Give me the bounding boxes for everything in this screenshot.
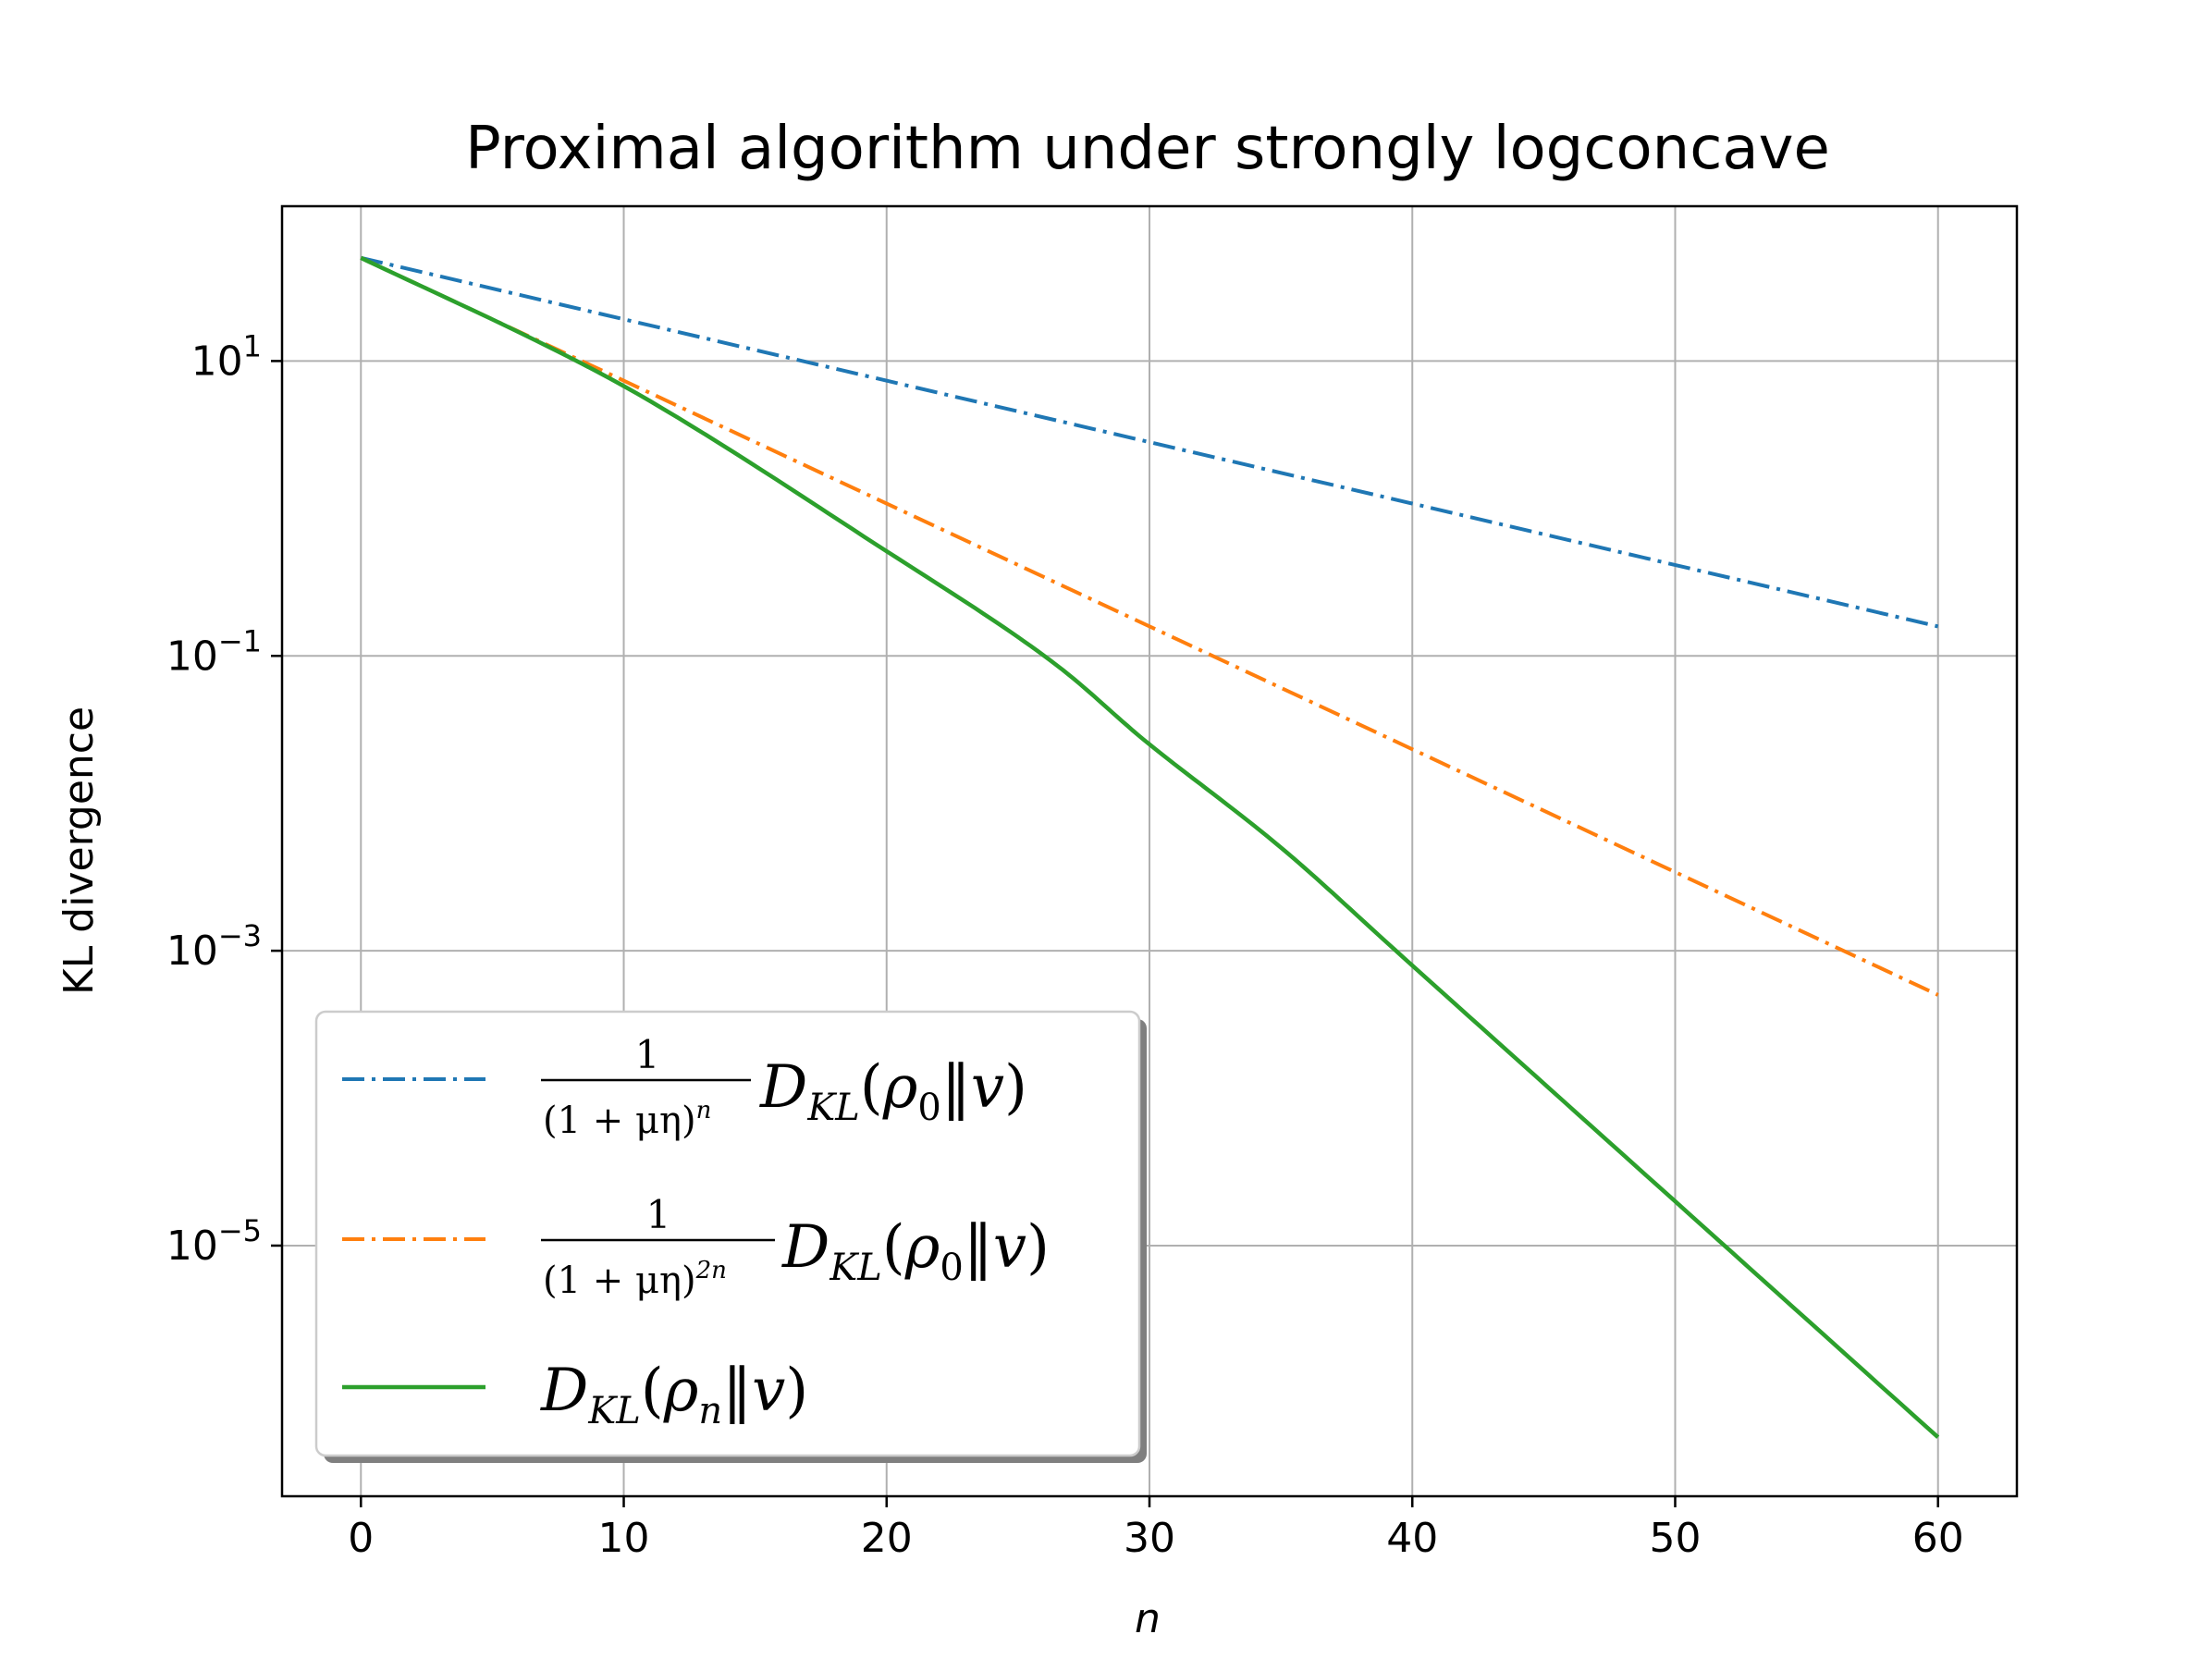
- svg-text:1: 1: [635, 1032, 660, 1077]
- y-tick-label: 101: [191, 328, 262, 385]
- x-tick-label: 60: [1912, 1515, 1964, 1562]
- legend-label-blue: 1 (1 + μη)n DKL(ρ0‖v): [541, 1032, 1027, 1142]
- svg-text:(1 + μη)2n: (1 + μη)2n: [543, 1257, 727, 1302]
- x-tick-label: 0: [348, 1515, 374, 1562]
- y-tick-label: 10−1: [166, 623, 262, 680]
- y-tick-label: 10−5: [166, 1213, 262, 1270]
- chart-title: Proximal algorithm under strongly logcon…: [465, 115, 1830, 183]
- svg-text:DKL(ρ0‖v): DKL(ρ0‖v): [781, 1213, 1050, 1289]
- series-line-green: [360, 255, 1940, 1439]
- series-line-orange: [360, 255, 1939, 997]
- svg-text:DKL(ρn‖v): DKL(ρn‖v): [540, 1357, 808, 1432]
- svg-text:1: 1: [646, 1192, 671, 1237]
- legend-box: [314, 1010, 1141, 1457]
- x-tick-label: 40: [1386, 1515, 1438, 1562]
- series-line-blue: [360, 255, 1939, 629]
- series-group: [360, 255, 1940, 1439]
- legend-label-orange: 1 (1 + μη)2n DKL(ρ0‖v): [541, 1192, 1050, 1302]
- x-tick-label: 30: [1124, 1515, 1175, 1562]
- svg-text:(1 + μη)n: (1 + μη)n: [543, 1097, 711, 1142]
- x-tick-label: 10: [598, 1515, 650, 1562]
- x-axis-label: n: [1135, 1595, 1161, 1642]
- svg-text:DKL(ρ0‖v): DKL(ρ0‖v): [759, 1053, 1027, 1129]
- y-axis-label: KL divergence: [55, 707, 103, 995]
- legend-label-green: DKL(ρn‖v): [540, 1357, 808, 1432]
- x-tick-label: 50: [1649, 1515, 1701, 1562]
- ticks: 0 10 20 30 40 50 60 101 10−1 10−3 10−5: [166, 328, 1964, 1562]
- y-tick-label: 10−3: [166, 918, 262, 975]
- x-tick-label: 20: [861, 1515, 913, 1562]
- legend: 1 (1 + μη)n DKL(ρ0‖v) 1 (1 + μη)2n DKL(ρ…: [314, 1010, 1147, 1463]
